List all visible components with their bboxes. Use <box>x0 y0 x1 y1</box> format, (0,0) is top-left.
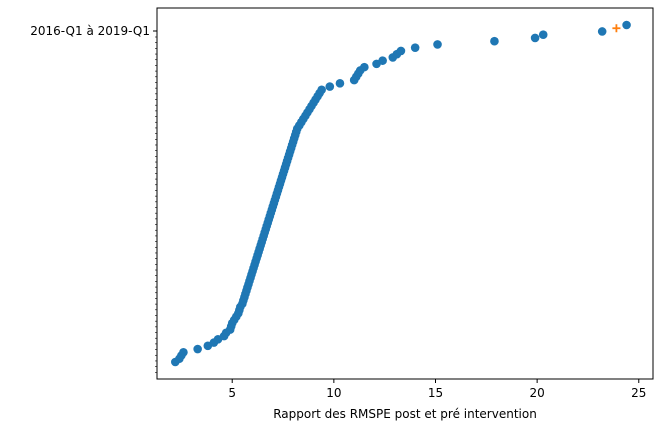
x-tick-label: 15 <box>428 386 443 400</box>
data-point <box>530 33 540 43</box>
data-point <box>433 40 442 49</box>
data-point <box>360 62 369 72</box>
plot-frame <box>156 7 654 380</box>
x-tick-label: 5 <box>228 386 236 400</box>
data-point <box>317 85 326 95</box>
highlighted-point-marker <box>612 24 621 33</box>
x-tick-label: 10 <box>326 386 341 400</box>
x-tick-label: 20 <box>529 386 544 400</box>
data-point <box>335 79 345 88</box>
data-point <box>396 46 406 56</box>
data-point <box>325 82 335 91</box>
data-point <box>193 344 202 354</box>
x-axis-label: Rapport des RMSPE post et pré interventi… <box>273 407 537 421</box>
y-ticks-layer: 2016-Q1 à 2019-Q1 <box>30 24 157 373</box>
y-tick-label: 2016-Q1 à 2019-Q1 <box>30 24 150 38</box>
data-point <box>597 27 607 36</box>
x-tick-label: 25 <box>631 386 646 400</box>
x-ticks-layer: 5 10 15 20 25 <box>228 379 646 400</box>
data-point <box>538 30 548 40</box>
data-point <box>410 43 420 52</box>
data-point <box>490 36 499 46</box>
data-point <box>622 20 631 30</box>
data-points-layer <box>170 20 631 367</box>
data-point <box>179 347 188 357</box>
data-point <box>378 56 387 65</box>
